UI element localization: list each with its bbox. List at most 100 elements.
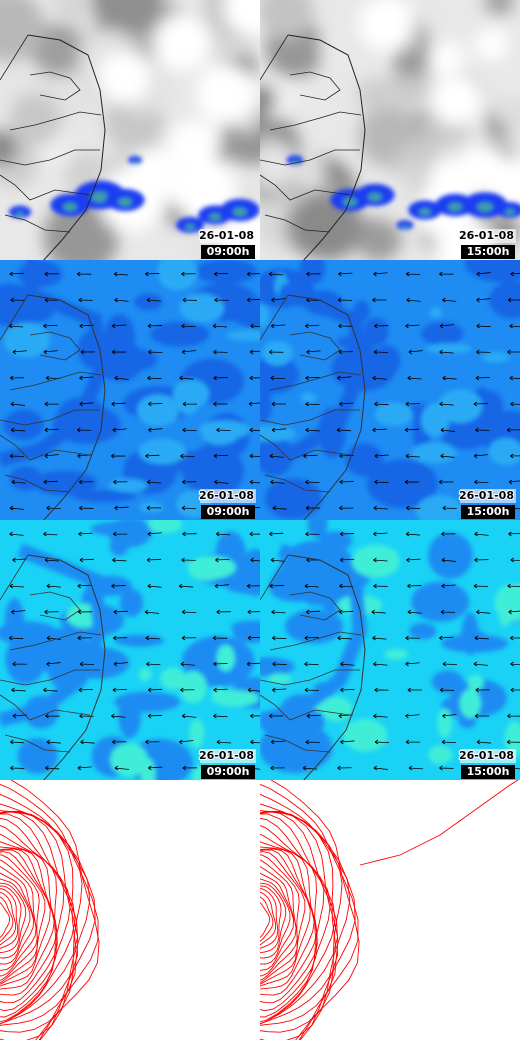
field — [0, 520, 260, 780]
field-patch — [0, 621, 58, 645]
field-patch — [114, 634, 165, 647]
field-patch — [488, 281, 520, 319]
wind-arrow — [373, 765, 388, 771]
field-patch — [139, 501, 164, 513]
coastline — [287, 34, 366, 260]
state-border — [4, 214, 71, 233]
wind-arrow — [473, 401, 488, 407]
wind-arrow — [506, 739, 520, 745]
field-patch — [138, 438, 187, 465]
wind-arrow — [114, 297, 129, 303]
cloud — [260, 143, 297, 189]
wind-arrow — [10, 739, 25, 745]
wind-arrow — [373, 557, 388, 563]
wind-arrow — [373, 531, 388, 537]
contour-line — [0, 846, 58, 996]
field-patch — [425, 343, 472, 354]
contour-line — [260, 846, 318, 996]
wind-arrow — [113, 479, 128, 485]
wind-arrow — [475, 427, 490, 433]
wind-arrow — [216, 609, 231, 615]
wind-arrow — [340, 687, 355, 693]
contour-line — [260, 810, 339, 1025]
time-box — [201, 505, 255, 519]
wind-arrow — [247, 271, 260, 277]
cloud — [355, 215, 402, 260]
wind-arrow — [147, 375, 162, 381]
wind-arrow — [12, 349, 27, 355]
wind-arrow — [148, 765, 163, 771]
wind-arrow — [80, 739, 95, 745]
field-patch — [172, 379, 210, 409]
wind-arrow — [114, 765, 129, 771]
wind-arrow — [406, 505, 421, 511]
contour-line — [260, 811, 337, 1026]
field-patch — [260, 389, 272, 422]
clear-sky — [431, 42, 464, 76]
cloud — [0, 130, 19, 167]
wind-arrow — [405, 739, 421, 745]
wind-arrow — [373, 505, 388, 511]
field-patch — [421, 321, 464, 346]
contour-line — [0, 810, 83, 1033]
field-patch — [150, 321, 210, 347]
wind-arrow — [147, 713, 163, 719]
wind-arrow — [372, 427, 387, 433]
wind-arrow — [112, 687, 127, 693]
wind-arrow — [442, 297, 457, 303]
wind-arrow — [179, 739, 194, 745]
field-patch — [464, 260, 520, 283]
wind-arrow — [182, 479, 197, 485]
state-border — [260, 409, 360, 426]
field-patch — [345, 443, 384, 477]
wind-arrow — [476, 271, 491, 277]
contour-line — [270, 780, 360, 1040]
wind-arrow — [111, 583, 126, 589]
state-border — [260, 149, 360, 166]
wind-arrow — [213, 713, 228, 719]
wind-arrow — [76, 271, 92, 277]
wind-arrow — [80, 349, 95, 355]
state-border — [260, 174, 351, 201]
wind-arrow — [113, 609, 128, 615]
contour-line — [260, 882, 287, 959]
contour-line — [0, 810, 79, 1025]
wind-arrow — [338, 349, 353, 355]
wind-arrow — [507, 713, 520, 719]
wind-arrow — [214, 583, 230, 589]
contour-line — [0, 824, 65, 1018]
state-border — [4, 474, 71, 493]
wind-arrow — [78, 479, 94, 485]
wind-arrow — [147, 583, 162, 589]
date-box — [200, 749, 256, 763]
wind-arrow — [407, 609, 422, 615]
state-border — [264, 474, 331, 493]
wind-arrow — [305, 401, 320, 407]
wind-arrow — [79, 661, 95, 667]
contour-line — [260, 810, 339, 1025]
wind-arrow — [112, 739, 127, 745]
field-patch — [285, 609, 344, 644]
wind-arrow — [45, 713, 60, 719]
contour-line — [0, 882, 27, 959]
date-label: 26-01-08 — [459, 229, 514, 242]
clear-sky — [195, 64, 257, 125]
wind-arrow — [510, 401, 520, 407]
wind-arrow — [476, 323, 491, 329]
cloud — [53, 0, 91, 21]
wind-arrow — [442, 375, 457, 381]
wind-arrow — [373, 661, 388, 667]
wind-arrow — [146, 479, 162, 485]
wind-arrow — [181, 323, 196, 329]
wind-arrow — [476, 349, 491, 355]
wind-arrow — [79, 375, 94, 381]
state-border — [264, 214, 331, 233]
wind-arrow — [474, 479, 489, 485]
wind-arrow — [250, 557, 260, 563]
field-patch — [260, 356, 299, 394]
contour-line — [260, 878, 291, 965]
field-patch — [427, 532, 473, 579]
wind-arrow — [372, 375, 387, 381]
state-border — [260, 434, 351, 461]
